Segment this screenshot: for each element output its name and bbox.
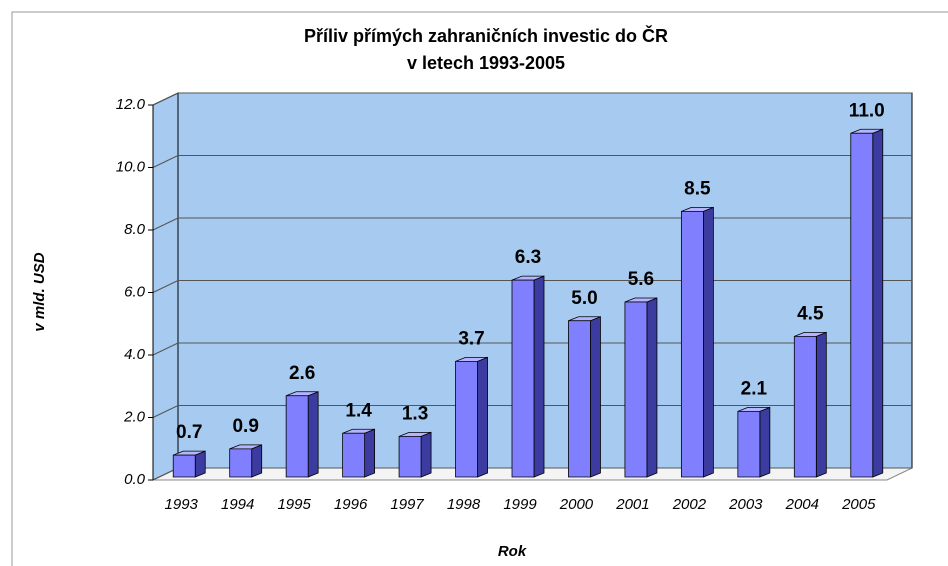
bar-face — [172, 454, 196, 478]
bar-face — [815, 331, 827, 478]
x-tick-label: 1996 — [334, 496, 368, 513]
bar — [511, 275, 545, 478]
bar-face — [194, 450, 206, 478]
bar-face — [680, 210, 704, 478]
y-tick-label: 8.0 — [124, 221, 146, 238]
x-tick-label: 1993 — [165, 496, 199, 513]
bar-face — [229, 448, 253, 478]
chart-title: v letech 1993-2005 — [407, 53, 565, 73]
data-label: 2.6 — [289, 363, 315, 384]
grid-line — [152, 342, 179, 356]
x-tick-label: 2003 — [728, 496, 763, 513]
bar — [793, 331, 827, 478]
x-tick-label: 1994 — [221, 496, 254, 513]
bar-face — [590, 316, 601, 478]
x-axis-label: Rok — [498, 543, 527, 560]
bar-face — [455, 360, 478, 478]
bar-face — [533, 275, 545, 478]
data-label: 11.0 — [849, 100, 885, 121]
bar — [680, 206, 714, 478]
bar-face — [398, 435, 422, 478]
data-label: 5.6 — [628, 269, 654, 290]
data-label: 1.4 — [345, 400, 372, 421]
x-tick-label: 2002 — [672, 496, 707, 513]
bar-face — [477, 356, 488, 478]
data-label: 8.5 — [684, 178, 711, 199]
data-label: 4.5 — [797, 303, 824, 324]
bar-face — [850, 132, 874, 478]
data-label: 0.9 — [232, 416, 258, 437]
y-tick-label: 10.0 — [116, 158, 146, 175]
grid-line — [152, 280, 179, 293]
data-label: 2.1 — [741, 378, 768, 399]
data-label: 1.3 — [402, 403, 428, 424]
x-tick-label: 2001 — [615, 496, 649, 513]
y-axis-label: v mld. USD — [31, 252, 48, 331]
bar-face — [364, 428, 376, 478]
x-tick-label: 2005 — [841, 496, 876, 513]
bar-face — [511, 279, 535, 478]
bar-face — [285, 395, 309, 478]
bar-face — [793, 335, 817, 478]
x-tick-label: 1999 — [503, 496, 537, 513]
chart-title: Příliv přímých zahraničních investic do … — [304, 25, 668, 46]
bar-face — [759, 406, 771, 478]
bar-face — [420, 431, 432, 478]
x-tick-label: 1995 — [277, 496, 311, 513]
bar — [624, 297, 658, 478]
bar-face — [251, 444, 263, 478]
bar-face — [872, 128, 884, 478]
grid-line — [152, 92, 179, 106]
bar-face — [624, 301, 648, 478]
x-tick-label: 1997 — [390, 496, 424, 513]
y-tick-label: 6.0 — [124, 283, 146, 300]
x-tick-label: 2004 — [785, 496, 819, 513]
bar — [342, 428, 376, 478]
grid-line — [152, 405, 179, 418]
bar-face — [568, 320, 591, 478]
y-tick-label: 4.0 — [124, 346, 146, 363]
bar — [568, 316, 601, 478]
y-tick-label: 2.0 — [123, 408, 146, 425]
grid-line — [152, 155, 179, 168]
bar-face — [702, 206, 714, 478]
bar — [285, 391, 319, 478]
bar — [737, 406, 771, 478]
y-tick-label: 0.0 — [124, 471, 146, 488]
x-tick-label: 2000 — [559, 496, 594, 513]
bar — [455, 356, 488, 478]
data-label: 6.3 — [515, 247, 541, 268]
data-label: 5.0 — [571, 288, 597, 309]
y-tick-label: 12.0 — [116, 96, 146, 113]
data-label: 0.7 — [176, 422, 202, 443]
bar — [398, 431, 432, 478]
bar — [850, 128, 884, 478]
data-label: 3.7 — [458, 328, 484, 349]
bar — [172, 450, 206, 478]
bar-face — [646, 297, 658, 478]
bar-face — [737, 410, 761, 478]
chart-frame — [11, 11, 948, 566]
x-tick-label: 1998 — [447, 496, 481, 513]
bar-face — [307, 391, 319, 478]
grid-line — [152, 217, 179, 231]
bar — [229, 444, 263, 478]
bar-face — [342, 432, 366, 478]
